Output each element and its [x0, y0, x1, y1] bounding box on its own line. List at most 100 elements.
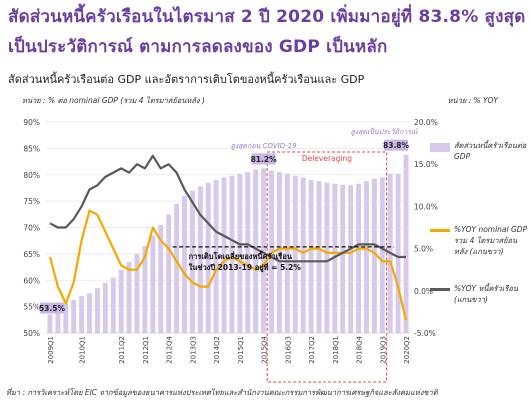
- average-label-line1: การเติบโตเฉลี่ยของหนี้ครัวเรือน: [189, 250, 293, 261]
- average-label-line2: ในช่วงปี 2013-19 อยู่ที่ = 5.2%: [189, 261, 302, 273]
- y-right-tick-label: 10.0%: [414, 202, 438, 211]
- bar: [237, 173, 243, 333]
- bar: [102, 282, 108, 333]
- bar: [55, 309, 61, 333]
- bar: [79, 296, 85, 333]
- x-tick-label: 2011Q2: [118, 336, 126, 364]
- value-label-bg: [39, 302, 64, 314]
- bar: [395, 173, 401, 333]
- x-tick-label: 2016Q3: [284, 336, 292, 364]
- x-tick-label: 2010Q1: [79, 336, 87, 364]
- legend-swatch-bar: [430, 143, 450, 152]
- bar: [158, 224, 164, 333]
- y-right-tick-label: 5.0%: [414, 245, 433, 254]
- bar: [332, 183, 338, 333]
- bar: [197, 186, 203, 333]
- left-axis-unit: หน่วย : % ต่อ nominal GDP (รวม 4 ไตรมาสย…: [22, 96, 205, 105]
- bar: [142, 245, 148, 333]
- y-left-tick-label: 55%: [23, 303, 40, 312]
- bar: [166, 214, 172, 333]
- bar: [364, 181, 369, 333]
- y-left-tick-label: 60%: [23, 276, 40, 285]
- x-tick-label: 2019Q3: [379, 336, 387, 364]
- x-tick-label: 2013Q3: [189, 336, 197, 364]
- right-axis-unit: หน่วย : % YOY: [447, 96, 498, 105]
- source-note: ที่มา : การวิเคราะห์โดย EIC จากข้อมูลของ…: [6, 388, 438, 397]
- value-label-bg: [251, 153, 276, 165]
- debt-growth-line: [49, 154, 406, 263]
- bar: [261, 168, 267, 333]
- bar: [348, 185, 354, 333]
- bar: [221, 177, 227, 333]
- x-tick-label: 2018Q4: [356, 335, 364, 363]
- bar: [71, 299, 77, 333]
- peak-annotation: สูงสุดเป็นประวัติการณ์: [351, 127, 420, 136]
- legend-swatch-debt-line: [430, 288, 450, 291]
- y-left-tick-label: 75%: [23, 197, 40, 206]
- y-left-tick-label: 80%: [23, 171, 40, 180]
- bar: [110, 277, 116, 333]
- y-left-tick-label: 70%: [23, 224, 40, 233]
- page-title-line1: สัดส่วนหนี้ครัวเรือนในไตรมาส 2 ปี 2020 เ…: [8, 7, 526, 27]
- gdp-growth-line: [48, 209, 408, 321]
- legend-label: %YOY หนี้ครัวเรือน (แกนขวา): [454, 284, 518, 304]
- bar: [229, 175, 235, 333]
- bar: [150, 235, 156, 333]
- bar: [134, 253, 140, 333]
- value-label: 81.2%: [251, 155, 278, 164]
- peak-annotation: สูงสุดก่อน COVID-19: [231, 142, 298, 150]
- x-tick-label: 2017Q2: [308, 336, 316, 364]
- x-tick-label: 2015Q1: [237, 336, 245, 364]
- bar: [94, 288, 100, 333]
- bar: [324, 182, 330, 333]
- bar: [284, 173, 290, 333]
- bar: [292, 175, 298, 333]
- bar: [174, 203, 180, 333]
- bar: [340, 184, 346, 333]
- bar: [189, 190, 195, 333]
- value-label-bg: [384, 139, 409, 151]
- bar: [371, 178, 377, 333]
- bar: [87, 293, 92, 333]
- legend-label: %YOY nominal GDP รวม 4 ไตรมาสย้อนหลัง (แ…: [454, 225, 528, 256]
- legend-label: สัดส่วนหนี้ครัวเรือนต่อ GDP: [454, 141, 527, 161]
- deleveraging-label: Deleveraging: [302, 154, 352, 163]
- x-tick-label: 2020Q2: [403, 336, 411, 364]
- value-label: 53.5%: [39, 304, 66, 313]
- x-tick-label: 2014Q2: [213, 336, 221, 364]
- bar: [253, 169, 259, 333]
- y-left-tick-label: 90%: [23, 118, 40, 127]
- x-tick-label: 2018Q1: [332, 336, 340, 364]
- legend-swatch-gdp-line: [430, 229, 450, 232]
- x-tick-label: 2012Q1: [142, 336, 150, 364]
- x-tick-label: 2012Q4: [166, 335, 174, 363]
- y-left-tick-label: 85%: [23, 144, 40, 153]
- bar: [300, 177, 306, 333]
- bar: [182, 195, 187, 333]
- bar: [126, 261, 132, 333]
- value-label: 83.8%: [383, 141, 410, 150]
- y-right-tick-label: 20.0%: [414, 118, 438, 127]
- bar: [47, 314, 53, 333]
- bar: [63, 303, 69, 333]
- bar: [213, 180, 219, 333]
- y-left-tick-label: 65%: [23, 250, 40, 259]
- bar: [403, 154, 409, 333]
- bar: [118, 269, 124, 333]
- y-right-tick-label: -5.0%: [414, 329, 436, 338]
- bar: [316, 181, 322, 333]
- x-tick-label: 2009Q1: [47, 336, 55, 364]
- bar: [205, 182, 211, 333]
- page-title-line2: เป็นประวัติการณ์ ตามการลดลงของ GDP เป็นห…: [8, 37, 388, 57]
- y-left-tick-label: 50%: [23, 329, 40, 338]
- bar: [356, 183, 362, 333]
- chart-title: สัดส่วนหนี้ครัวเรือนต่อ GDP และอัตราการเ…: [8, 73, 365, 86]
- bar: [308, 180, 314, 333]
- bar: [379, 177, 385, 333]
- bar: [245, 172, 251, 333]
- bar: [276, 172, 282, 333]
- x-tick-label: 2015Q4: [261, 335, 269, 363]
- y-right-tick-label: 0.0%: [414, 287, 433, 296]
- y-right-tick-label: 15.0%: [414, 160, 438, 169]
